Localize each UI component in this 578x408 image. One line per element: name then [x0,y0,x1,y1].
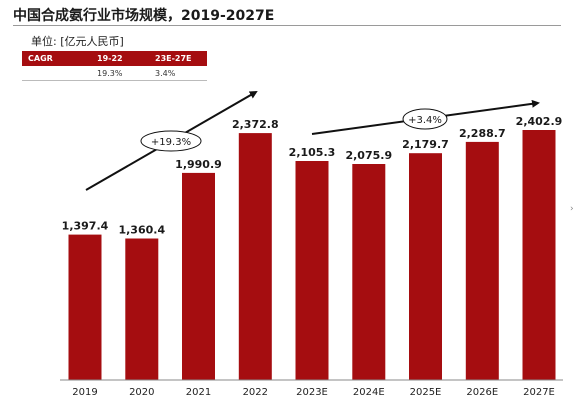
value-label-2023E: 2,105.3 [289,146,336,159]
x-tick-2026E: 2026E [466,387,498,398]
ticks-layer: 2019 2020 2021 2022 2023E 2024E 2025E 2026E 2027… [72,387,555,398]
bar-2026E [465,141,499,380]
value-label-2022: 2,372.8 [232,118,279,131]
cagr-value-period-1: 19.3% [91,66,149,81]
cagr-header-period-1: 19-22 [91,51,149,66]
cagr-header-label: CAGR [22,51,91,66]
unit-label: 单位: [亿元人民币] [31,35,124,48]
chevron-right-icon: › [570,204,574,214]
cagr-header-period-2: 23E-27E [149,51,207,66]
bars-layer: 1,397.4 1,360.4 1,990.9 2,372.8 2,105.3 2,075… [62,115,563,380]
bar-2025E [409,153,442,380]
x-tick-2024E: 2024E [353,387,385,398]
growth-bubble-2 [402,108,448,130]
bar-2021 [182,172,215,380]
value-label-2019: 1,397.4 [62,220,109,233]
cagr-table-header-row: CAGR 19-22 23E-27E [22,51,207,66]
x-tick-2025E: 2025E [410,387,442,398]
cagr-value-period-2: 3.4% [149,66,207,81]
x-tick-2020: 2020 [129,387,154,398]
bar-2019 [68,234,102,380]
x-tick-2019: 2019 [72,387,97,398]
title-divider [13,25,561,26]
bar-2023E [295,161,329,380]
cagr-table-row: 19.3% 3.4% [22,66,207,81]
bar-2027E [522,130,556,380]
growth-label-2: +3.4% [408,115,442,126]
value-label-2021: 1,990.9 [175,158,222,171]
value-label-2027E: 2,402.9 [516,115,563,128]
x-tick-2027E: 2027E [523,387,555,398]
bar-2020 [125,238,159,380]
value-label-2024E: 2,075.9 [345,149,392,162]
cagr-table: CAGR 19-22 23E-27E 19.3% 3.4% [22,51,207,81]
bar-2022 [238,133,272,380]
value-label-2026E: 2,288.7 [459,127,506,140]
value-label-2025E: 2,179.7 [402,138,449,151]
x-tick-2023E: 2023E [296,387,328,398]
bar-2024E [352,164,386,380]
growth-label-1: +19.3% [151,137,191,148]
value-label-2020: 1,360.4 [118,224,165,237]
x-tick-2021: 2021 [186,387,211,398]
x-tick-2022: 2022 [243,387,268,398]
growth-bubble-1 [140,130,202,152]
chart-title: 中国合成氨行业市场规模，2019-2027E [13,8,275,24]
cagr-row-label [22,66,91,81]
